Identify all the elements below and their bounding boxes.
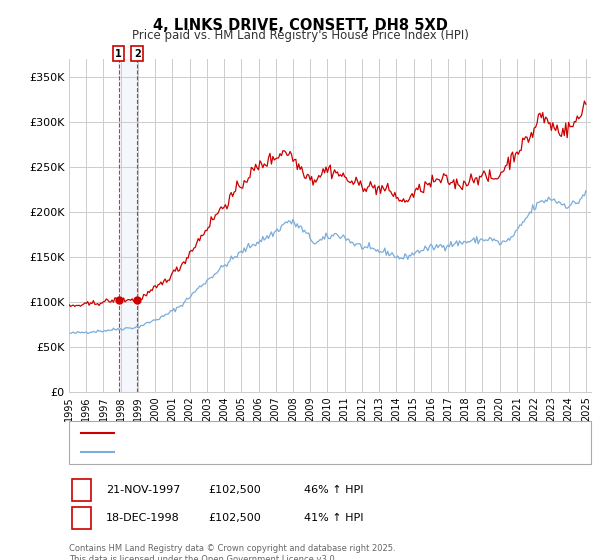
Text: Contains HM Land Registry data © Crown copyright and database right 2025.
This d: Contains HM Land Registry data © Crown c…: [69, 544, 395, 560]
Text: 4, LINKS DRIVE, CONSETT, DH8 5XD: 4, LINKS DRIVE, CONSETT, DH8 5XD: [152, 18, 448, 33]
Text: 1: 1: [78, 485, 85, 495]
Text: 1: 1: [115, 49, 122, 59]
Text: 21-NOV-1997: 21-NOV-1997: [106, 485, 181, 495]
Text: 2: 2: [78, 513, 85, 523]
Text: HPI: Average price, detached house, County Durham: HPI: Average price, detached house, Coun…: [120, 447, 395, 457]
Text: £102,500: £102,500: [208, 513, 261, 523]
Text: £102,500: £102,500: [208, 485, 261, 495]
Text: 41% ↑ HPI: 41% ↑ HPI: [304, 513, 364, 523]
Text: 2: 2: [134, 49, 140, 59]
Text: 18-DEC-1998: 18-DEC-1998: [106, 513, 180, 523]
Text: 4, LINKS DRIVE, CONSETT, DH8 5XD (detached house): 4, LINKS DRIVE, CONSETT, DH8 5XD (detach…: [120, 428, 403, 438]
Text: Price paid vs. HM Land Registry's House Price Index (HPI): Price paid vs. HM Land Registry's House …: [131, 29, 469, 42]
Text: 46% ↑ HPI: 46% ↑ HPI: [304, 485, 364, 495]
Bar: [119, 59, 137, 392]
